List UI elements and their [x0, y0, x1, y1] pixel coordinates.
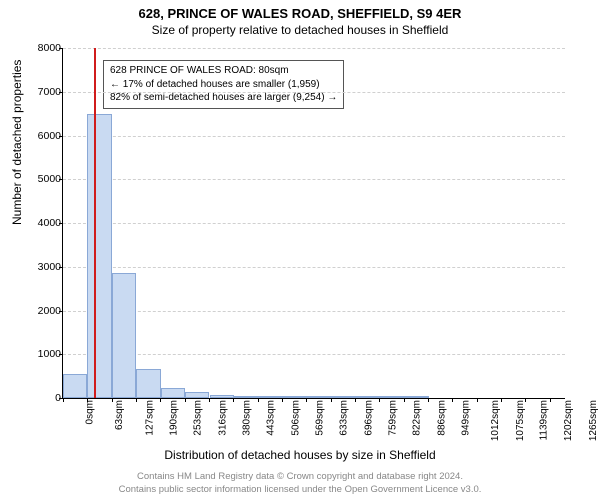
grid-line: [63, 223, 565, 225]
x-tick-mark: [331, 398, 332, 402]
annotation-box: 628 PRINCE OF WALES ROAD: 80sqm ← 17% of…: [103, 60, 344, 109]
y-tick-label: 6000: [21, 130, 61, 142]
footer-line: Contains public sector information licen…: [0, 484, 600, 496]
histogram-bar: [405, 396, 429, 398]
histogram-bar: [63, 374, 87, 399]
histogram-bar: [210, 395, 234, 399]
chart-plot-area: 628 PRINCE OF WALES ROAD: 80sqm ← 17% of…: [62, 48, 565, 399]
x-tick-mark: [428, 398, 429, 402]
x-tick-label: 127sqm: [144, 400, 155, 436]
histogram-bar: [307, 396, 331, 398]
x-axis-label: Distribution of detached houses by size …: [0, 448, 600, 462]
x-tick-mark: [525, 398, 526, 402]
x-tick-label: 696sqm: [363, 400, 374, 436]
x-tick-label: 949sqm: [460, 400, 471, 436]
x-tick-mark: [233, 398, 234, 402]
y-tick-label: 1000: [21, 348, 61, 360]
x-tick-mark: [404, 398, 405, 402]
grid-line: [63, 267, 565, 269]
chart-subtitle: Size of property relative to detached ho…: [0, 21, 600, 37]
footer-credits: Contains HM Land Registry data © Crown c…: [0, 471, 600, 496]
x-tick-mark: [136, 398, 137, 402]
histogram-bar: [185, 392, 209, 398]
x-tick-label: 633sqm: [339, 400, 350, 436]
x-tick-label: 569sqm: [315, 400, 326, 436]
y-tick-label: 4000: [21, 217, 61, 229]
x-tick-mark: [209, 398, 210, 402]
y-tick-label: 2000: [21, 305, 61, 317]
histogram-bar: [161, 388, 185, 399]
x-tick-mark: [185, 398, 186, 402]
x-tick-label: 253sqm: [193, 400, 204, 436]
y-tick-label: 7000: [21, 86, 61, 98]
x-tick-mark: [160, 398, 161, 402]
x-tick-label: 380sqm: [242, 400, 253, 436]
histogram-bar: [234, 396, 258, 398]
x-tick-mark: [355, 398, 356, 402]
histogram-bar: [87, 114, 111, 398]
x-tick-label: 1202sqm: [563, 400, 574, 441]
histogram-bar: [332, 396, 356, 398]
x-tick-mark: [501, 398, 502, 402]
grid-line: [63, 48, 565, 50]
x-tick-label: 1075sqm: [515, 400, 526, 441]
x-tick-mark: [306, 398, 307, 402]
x-tick-label: 1012sqm: [490, 400, 501, 441]
histogram-bar: [136, 369, 160, 398]
y-axis-label: Number of detached properties: [10, 60, 24, 225]
y-tick-label: 3000: [21, 261, 61, 273]
grid-line: [63, 179, 565, 181]
histogram-bar: [258, 396, 282, 398]
histogram-bar: [283, 396, 307, 398]
x-tick-mark: [550, 398, 551, 402]
x-tick-mark: [112, 398, 113, 402]
y-tick-label: 5000: [21, 173, 61, 185]
annotation-line: ← 17% of detached houses are smaller (1,…: [110, 78, 337, 92]
x-tick-label: 190sqm: [169, 400, 180, 436]
grid-line: [63, 136, 565, 138]
x-tick-label: 316sqm: [217, 400, 228, 436]
x-tick-mark: [379, 398, 380, 402]
histogram-bar: [356, 396, 380, 398]
histogram-bar: [380, 396, 404, 398]
y-tick-label: 0: [21, 392, 61, 404]
x-tick-label: 1265sqm: [588, 400, 599, 441]
x-tick-label: 443sqm: [266, 400, 277, 436]
x-tick-label: 822sqm: [412, 400, 423, 436]
annotation-line: 628 PRINCE OF WALES ROAD: 80sqm: [110, 64, 337, 78]
grid-line: [63, 354, 565, 356]
x-tick-mark: [477, 398, 478, 402]
x-tick-label: 0sqm: [84, 400, 95, 424]
x-tick-mark: [452, 398, 453, 402]
x-tick-label: 759sqm: [388, 400, 399, 436]
grid-line: [63, 92, 565, 94]
grid-line: [63, 311, 565, 313]
x-tick-mark: [258, 398, 259, 402]
x-tick-label: 506sqm: [290, 400, 301, 436]
x-tick-mark: [282, 398, 283, 402]
x-tick-mark: [87, 398, 88, 402]
x-tick-label: 886sqm: [436, 400, 447, 436]
marker-line: [94, 48, 96, 398]
y-tick-label: 8000: [21, 42, 61, 54]
histogram-bar: [112, 273, 136, 398]
x-tick-label: 63sqm: [114, 400, 125, 430]
chart-title: 628, PRINCE OF WALES ROAD, SHEFFIELD, S9…: [0, 0, 600, 21]
x-tick-mark: [63, 398, 64, 402]
x-tick-label: 1139sqm: [538, 400, 549, 440]
footer-line: Contains HM Land Registry data © Crown c…: [0, 471, 600, 483]
